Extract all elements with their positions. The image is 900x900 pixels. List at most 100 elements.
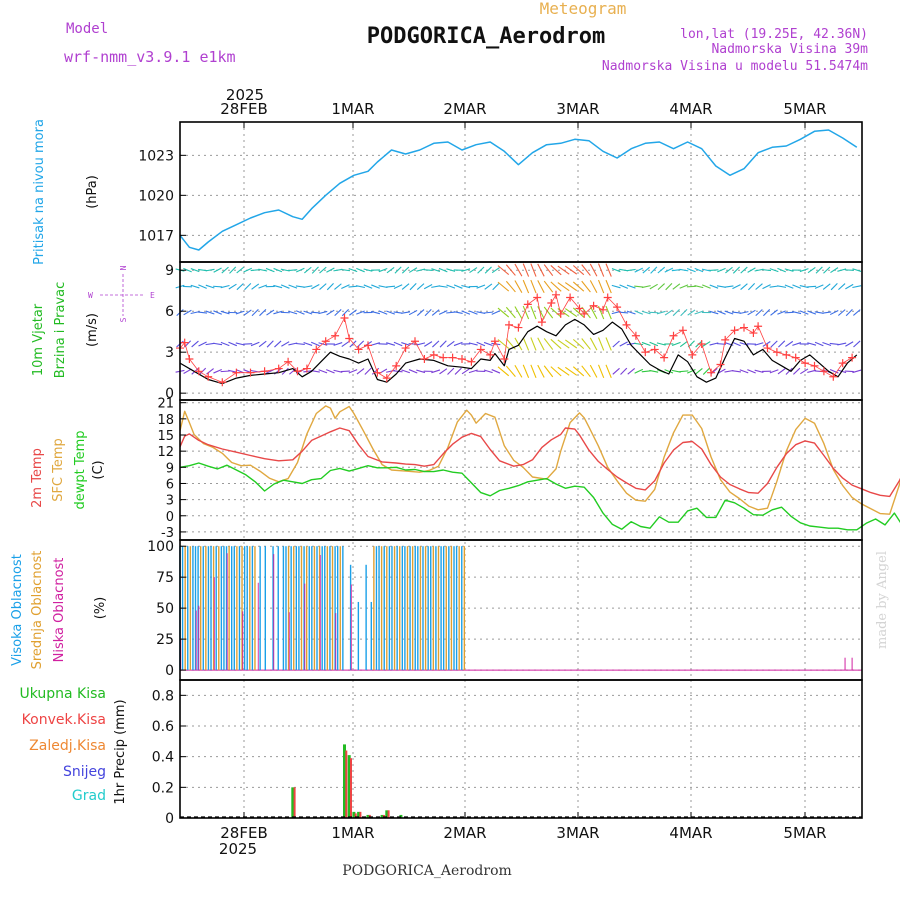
wind-barb bbox=[792, 342, 802, 346]
wind-barb bbox=[784, 284, 794, 289]
wind-barb bbox=[641, 310, 651, 315]
wind-barb bbox=[724, 310, 734, 315]
wind-barb bbox=[799, 285, 809, 289]
wind-barb bbox=[784, 311, 794, 314]
wind-barb bbox=[340, 268, 350, 272]
wind-barb bbox=[198, 341, 207, 347]
wind-barb bbox=[671, 341, 681, 347]
rain-bar bbox=[352, 811, 356, 818]
wind-barb bbox=[250, 269, 260, 272]
wind-barb bbox=[626, 268, 636, 272]
wind-barb bbox=[461, 310, 471, 315]
wind-barb bbox=[550, 366, 562, 377]
wind-barb bbox=[288, 342, 298, 346]
wind-barb bbox=[589, 306, 598, 319]
wind-barb bbox=[732, 266, 741, 274]
wind-barb bbox=[491, 369, 501, 374]
wind-barb bbox=[183, 267, 192, 273]
wind-barb bbox=[468, 369, 478, 374]
wind-barb bbox=[497, 281, 510, 292]
wind-barb bbox=[288, 284, 298, 289]
wind-barb bbox=[627, 368, 636, 375]
wind-barb bbox=[777, 368, 786, 375]
wind-barb bbox=[822, 341, 832, 346]
wind-barb bbox=[755, 283, 763, 290]
wind-barb bbox=[770, 340, 778, 348]
sfc-temp-line bbox=[179, 405, 900, 515]
wind-barb bbox=[484, 283, 493, 290]
wind-barb bbox=[355, 285, 365, 289]
wind-barb bbox=[401, 311, 411, 314]
wind-barb bbox=[229, 266, 237, 274]
pressure-y-tick-label: 1023 bbox=[138, 148, 174, 164]
wind-barb bbox=[310, 341, 320, 347]
wind-label-main: 10m Vjetar bbox=[31, 303, 46, 376]
wind-barb bbox=[190, 311, 200, 315]
wind-barb bbox=[401, 369, 411, 374]
conv-bar bbox=[359, 811, 362, 818]
wind-barb bbox=[845, 308, 853, 317]
rain-bar bbox=[343, 744, 346, 818]
rain-bar bbox=[347, 755, 351, 818]
precip-legend-item: Zaledj.Kisa bbox=[29, 738, 106, 754]
wind-barb bbox=[274, 340, 282, 348]
pressure-y-tick-label: 1020 bbox=[138, 188, 174, 204]
wind-barb bbox=[303, 310, 313, 315]
wind-barb bbox=[514, 337, 523, 351]
wind-barb bbox=[679, 340, 688, 348]
wind-barb bbox=[829, 310, 839, 316]
wind-barb bbox=[731, 370, 742, 373]
wind-barb bbox=[522, 305, 530, 320]
wind-barb bbox=[356, 310, 365, 315]
wind-barb bbox=[530, 263, 537, 277]
wind-barb bbox=[386, 266, 395, 274]
wind-barb bbox=[303, 370, 313, 373]
wind-barb bbox=[497, 339, 510, 349]
wind-barb bbox=[393, 341, 403, 347]
wind-barb bbox=[446, 311, 456, 314]
wind-barb bbox=[739, 369, 749, 374]
wind-barb bbox=[537, 306, 545, 320]
wind-panel bbox=[175, 263, 862, 387]
wind-barb bbox=[537, 280, 545, 294]
wind-barb bbox=[611, 310, 621, 315]
wind-barb bbox=[431, 285, 441, 288]
wind-barb bbox=[295, 310, 305, 315]
wind-barb bbox=[491, 310, 501, 315]
wind-barb bbox=[777, 285, 787, 288]
wind-barb bbox=[807, 310, 817, 315]
wind-barb bbox=[709, 310, 719, 315]
wind-barb bbox=[438, 310, 448, 315]
wind-barb bbox=[461, 268, 471, 272]
wind-barb bbox=[589, 337, 598, 351]
wind-barb bbox=[656, 342, 666, 346]
wind-barb bbox=[702, 284, 711, 289]
temp-y-tick-label: 18 bbox=[157, 413, 174, 428]
wind-barb bbox=[378, 267, 388, 273]
wind-barb bbox=[423, 283, 433, 290]
wind-barb bbox=[394, 266, 402, 274]
wind-barb bbox=[694, 267, 704, 273]
wind-barb bbox=[497, 366, 510, 377]
bottom-date-label: 5MAR bbox=[783, 824, 826, 842]
wind-barb bbox=[408, 369, 418, 374]
wind-barb bbox=[581, 338, 591, 350]
bottom-date-label: 28FEB bbox=[220, 824, 267, 842]
wind-barb bbox=[769, 369, 779, 374]
wind-barb bbox=[483, 311, 493, 314]
temp-dew-label: dewpt Temp bbox=[73, 430, 88, 509]
wind-barb bbox=[641, 285, 651, 289]
wind-barb bbox=[439, 368, 448, 375]
wind-barb bbox=[416, 283, 425, 290]
wind-barb bbox=[642, 266, 651, 274]
wind-barb bbox=[319, 283, 327, 290]
wind-barb bbox=[205, 310, 215, 315]
wind-barb bbox=[769, 268, 779, 273]
wind-barb bbox=[754, 342, 764, 346]
wind-barb bbox=[431, 309, 440, 316]
wind-barb bbox=[409, 267, 418, 273]
temperature-panel bbox=[179, 405, 900, 531]
wind-barb bbox=[702, 341, 711, 347]
wind-barb bbox=[572, 281, 585, 292]
wind-barb bbox=[334, 283, 342, 290]
